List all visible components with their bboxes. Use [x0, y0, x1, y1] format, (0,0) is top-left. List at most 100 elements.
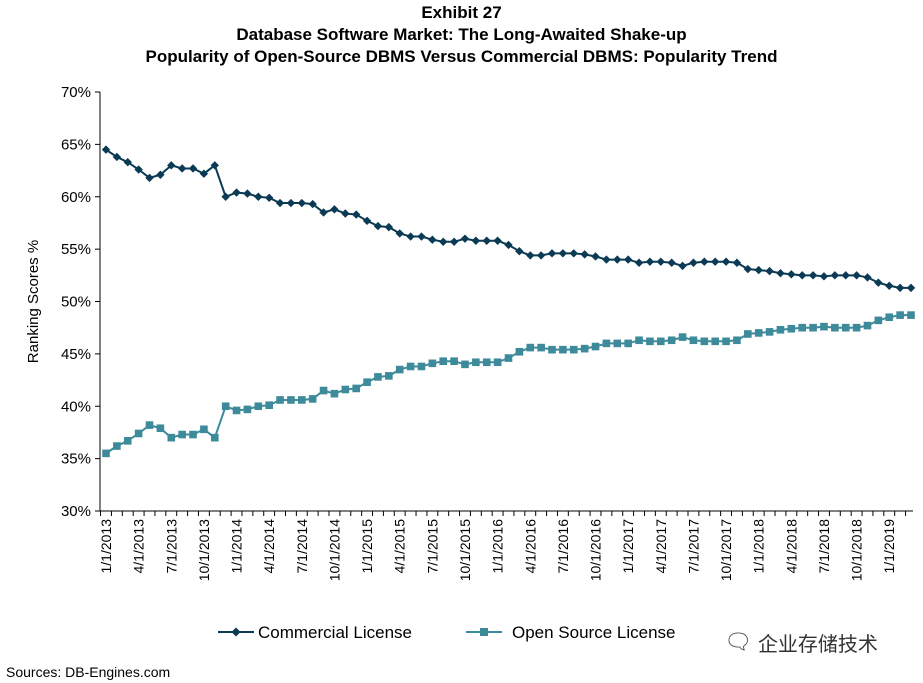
legend-label: Commercial License: [258, 623, 412, 642]
data-point: [580, 344, 589, 353]
axes-layer: 30% 35% 40% 45% 50% 55% 60% 65% 70% Ranking Score…: [25, 84, 913, 581]
data-point: [417, 232, 426, 241]
data-point: [558, 249, 568, 258]
x-tick-label: 4/1/2015: [392, 519, 408, 574]
data-point: [907, 311, 915, 319]
data-point: [722, 337, 730, 346]
data-point: [700, 337, 709, 346]
data-point: [569, 345, 578, 354]
chart-titles: Exhibit 27 Database Software Market: The…: [0, 2, 923, 68]
data-point: [787, 324, 796, 333]
x-tick-label: 7/1/2018: [816, 519, 832, 574]
data-point: [123, 437, 132, 445]
data-point: [602, 255, 611, 264]
data-point: [602, 339, 611, 348]
data-point: [645, 257, 655, 266]
data-point: [352, 210, 361, 219]
data-point: [156, 170, 165, 179]
chart-title: Database Software Market: The Long-Await…: [236, 25, 687, 44]
series-open-source-license: [102, 311, 915, 458]
data-point: [101, 145, 111, 154]
data-point: [634, 258, 644, 267]
data-point: [580, 250, 589, 259]
data-point: [145, 421, 154, 429]
data-point: [243, 189, 252, 198]
data-point: [395, 229, 404, 238]
data-point: [395, 365, 404, 374]
exhibit-label: Exhibit 27: [421, 3, 502, 22]
x-tick-label: 4/1/2016: [522, 519, 538, 574]
sources-note: Sources: DB-Engines.com: [6, 664, 171, 680]
data-point: [820, 322, 828, 331]
series-line: [105, 148, 911, 289]
data-point: [200, 425, 208, 434]
data-point: [559, 345, 567, 354]
chart-subtitle: Popularity of Open-Source DBMS Versus Co…: [145, 47, 778, 66]
data-point: [199, 169, 209, 178]
data-point: [428, 235, 437, 244]
data-point: [297, 198, 307, 208]
data-point: [102, 449, 110, 458]
x-tick-label: 1/1/2015: [359, 519, 375, 574]
data-point: [341, 209, 350, 218]
data-point: [167, 161, 176, 170]
x-tick-label: 1/1/2017: [620, 519, 636, 574]
data-point: [754, 265, 763, 275]
data-point: [710, 257, 720, 266]
data-point: [330, 389, 339, 398]
data-point: [493, 236, 502, 245]
data-point: [460, 234, 470, 243]
data-point: [536, 251, 546, 260]
data-point: [515, 247, 524, 256]
y-axis-title: Ranking Scores %: [25, 240, 42, 363]
data-point: [177, 164, 187, 173]
data-point: [243, 405, 252, 414]
data-point: [275, 198, 285, 208]
data-point: [384, 222, 394, 232]
data-point: [874, 278, 883, 287]
series-line: [105, 314, 911, 455]
x-tick-label: 4/1/2018: [783, 519, 799, 574]
y-tick-label: 40%: [61, 398, 91, 415]
data-point: [831, 323, 839, 332]
wechat-icon: 🗨: [724, 630, 752, 655]
data-point: [689, 258, 698, 267]
data-point: [885, 281, 894, 290]
data-point: [417, 362, 426, 371]
x-tick-label: 7/1/2013: [163, 519, 179, 574]
data-point: [449, 237, 459, 246]
data-point: [624, 339, 632, 348]
data-point: [276, 396, 284, 404]
data-point: [188, 164, 198, 173]
x-tick-label: 4/1/2013: [131, 519, 147, 574]
data-point: [330, 205, 339, 214]
data-point: [569, 249, 578, 258]
x-tick-label: 1/1/2013: [98, 519, 114, 574]
data-point: [254, 402, 263, 411]
data-point: [286, 198, 296, 208]
data-point: [472, 358, 480, 367]
data-point: [798, 271, 807, 280]
data-point: [156, 424, 165, 433]
data-point: [123, 157, 132, 167]
data-point: [341, 385, 350, 394]
y-tick-label: 55%: [61, 241, 91, 258]
x-tick-label: 7/1/2015: [424, 519, 440, 574]
data-point: [667, 258, 676, 267]
data-point: [852, 323, 861, 332]
data-point: [221, 192, 230, 201]
data-point: [656, 337, 665, 346]
data-point: [210, 161, 219, 170]
data-point: [874, 316, 883, 325]
data-point: [265, 401, 273, 410]
data-point: [374, 373, 382, 381]
data-point: [841, 323, 850, 332]
watermark: 🗨 企业存储技术: [724, 628, 878, 657]
x-tick-label: 7/1/2016: [555, 519, 571, 574]
data-point: [613, 255, 622, 264]
data-point: [733, 336, 741, 345]
data-point: [798, 323, 807, 332]
x-tick-label: 10/1/2013: [196, 519, 212, 581]
data-point: [906, 283, 916, 293]
watermark-text: 企业存储技术: [757, 632, 878, 656]
